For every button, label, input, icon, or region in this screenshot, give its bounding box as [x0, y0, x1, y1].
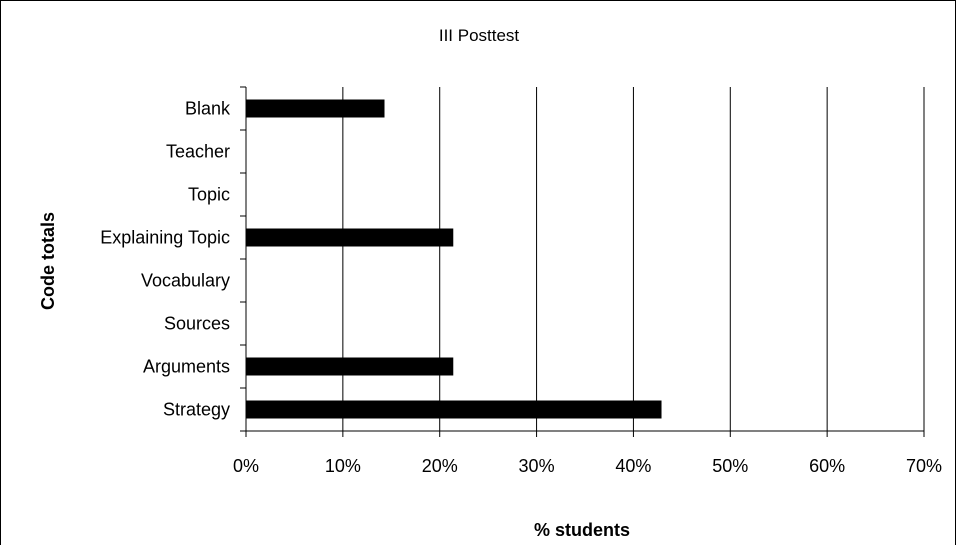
bar: [246, 357, 454, 376]
y-axis-title: Code totals: [38, 212, 58, 310]
x-tick-label: 70%: [906, 456, 942, 476]
x-tick-label: 10%: [325, 456, 361, 476]
bar: [246, 400, 662, 419]
category-label: Teacher: [166, 142, 230, 162]
grid-lines: [342, 87, 925, 431]
x-tick-label: 0%: [233, 456, 259, 476]
bars: [246, 99, 662, 419]
category-label: Topic: [188, 185, 230, 205]
category-label: Sources: [164, 314, 230, 334]
axes: [240, 86, 925, 437]
x-axis-title: % students: [534, 520, 630, 540]
category-label: Explaining Topic: [100, 228, 230, 248]
x-tick-label: 50%: [712, 456, 748, 476]
x-tick-label: 60%: [809, 456, 845, 476]
bar: [246, 99, 385, 118]
x-tick-label: 20%: [422, 456, 458, 476]
category-label: Strategy: [163, 400, 230, 420]
chart-title: III Posttest: [439, 26, 520, 45]
x-tick-label: 40%: [615, 456, 651, 476]
x-tick-label: 30%: [519, 456, 555, 476]
category-label: Vocabulary: [141, 271, 230, 291]
bar: [246, 228, 454, 247]
category-label: Arguments: [143, 357, 230, 377]
category-labels: Blank Teacher Topic Explaining Topic Vocabul…: [100, 99, 231, 420]
category-label: Blank: [185, 99, 231, 119]
x-tick-labels: 0% 10% 20% 30% 40% 50% 60% 70%: [233, 456, 942, 476]
